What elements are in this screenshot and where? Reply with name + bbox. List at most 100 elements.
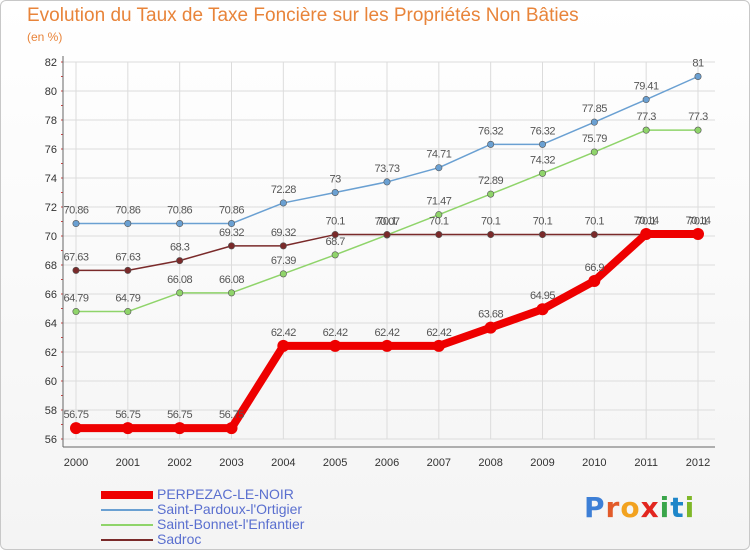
y-tick-label: 64 bbox=[45, 318, 57, 330]
y-minor-tick bbox=[61, 337, 63, 338]
data-label: 69.32 bbox=[271, 227, 296, 239]
legend-item: PERPEZAC-LE-NOIR bbox=[101, 487, 304, 502]
data-label: 66.08 bbox=[219, 274, 244, 286]
y-minor-tick bbox=[61, 264, 63, 266]
data-label: 66.9 bbox=[585, 262, 605, 274]
data-label: 70.1 bbox=[481, 216, 501, 228]
legend-label: Saint-Pardoux-l'Ortigier bbox=[157, 501, 303, 517]
legend-item: Saint-Bonnet-l'Enfantier bbox=[101, 517, 304, 532]
x-tick-label: 2000 bbox=[64, 457, 88, 469]
legend-swatch bbox=[101, 538, 153, 541]
data-label: 70.1 bbox=[325, 216, 345, 228]
data-label: 70.14 bbox=[634, 215, 659, 227]
data-point bbox=[279, 270, 287, 278]
y-minor-tick bbox=[61, 438, 63, 440]
logo-letter: o bbox=[620, 491, 641, 524]
x-tick-label: 2001 bbox=[116, 457, 140, 469]
data-point bbox=[588, 274, 601, 287]
data-label: 56.75 bbox=[63, 409, 88, 421]
y-minor-tick bbox=[61, 105, 63, 106]
data-label: 70.86 bbox=[167, 205, 192, 217]
legend-label: Saint-Bonnet-l'Enfantier bbox=[157, 516, 305, 532]
x-tick-label: 2006 bbox=[375, 457, 399, 469]
data-label: 64.79 bbox=[115, 293, 140, 305]
data-point bbox=[536, 303, 549, 316]
data-label: 75.79 bbox=[582, 133, 607, 145]
legend-swatch bbox=[101, 490, 153, 499]
data-point bbox=[487, 140, 495, 148]
y-minor-tick bbox=[61, 380, 63, 382]
data-label: 70.86 bbox=[63, 205, 88, 217]
legend-label: Sadroc bbox=[157, 531, 202, 547]
data-point bbox=[435, 164, 443, 172]
proxiti-logo: Proxiti bbox=[584, 491, 695, 524]
data-point bbox=[176, 289, 184, 297]
data-point bbox=[331, 251, 339, 259]
data-point bbox=[121, 422, 134, 435]
data-point bbox=[72, 308, 80, 316]
data-point bbox=[383, 231, 391, 239]
data-point bbox=[228, 242, 236, 250]
x-tick-label: 2003 bbox=[219, 457, 243, 469]
y-minor-tick bbox=[61, 148, 63, 150]
data-point bbox=[642, 96, 650, 104]
data-point bbox=[432, 339, 445, 352]
y-tick-label: 80 bbox=[45, 86, 57, 98]
y-minor-tick bbox=[61, 163, 63, 164]
data-point bbox=[694, 126, 702, 134]
data-label: 68.7 bbox=[325, 236, 345, 248]
data-label: 70.1 bbox=[636, 216, 656, 228]
data-label: 67.39 bbox=[271, 255, 296, 267]
data-point bbox=[590, 148, 598, 156]
data-point bbox=[277, 339, 290, 352]
data-label: 68.3 bbox=[170, 242, 190, 254]
data-point bbox=[72, 220, 80, 228]
data-label: 62.42 bbox=[374, 327, 399, 339]
data-label: 70.1 bbox=[533, 216, 553, 228]
chart-legend: PERPEZAC-LE-NOIR Saint-Pardoux-l'Ortigier… bbox=[101, 487, 304, 547]
data-point bbox=[70, 422, 82, 435]
data-point bbox=[487, 231, 495, 239]
y-minor-tick bbox=[61, 366, 63, 367]
data-label: 77.85 bbox=[582, 103, 607, 115]
y-minor-tick bbox=[61, 322, 63, 324]
data-label: 70.86 bbox=[219, 205, 244, 217]
y-minor-tick bbox=[61, 192, 63, 193]
y-tick-label: 68 bbox=[45, 260, 57, 272]
y-tick-label: 72 bbox=[45, 202, 57, 214]
data-label: 72.89 bbox=[478, 175, 503, 187]
data-point bbox=[538, 169, 546, 177]
data-label: 72.28 bbox=[271, 184, 296, 196]
data-point bbox=[279, 199, 287, 207]
data-label: 76.32 bbox=[478, 125, 503, 137]
data-label: 70.86 bbox=[115, 205, 140, 217]
data-point bbox=[694, 73, 702, 81]
data-label: 73.73 bbox=[374, 163, 399, 175]
y-minor-tick bbox=[61, 351, 63, 353]
data-point bbox=[124, 308, 132, 316]
y-minor-tick bbox=[61, 250, 63, 251]
x-tick-label: 2010 bbox=[582, 457, 606, 469]
data-label: 77.3 bbox=[636, 111, 656, 123]
legend-item: Saint-Pardoux-l'Ortigier bbox=[101, 502, 304, 517]
y-minor-tick bbox=[61, 279, 63, 280]
data-point bbox=[279, 242, 287, 250]
data-label: 56.75 bbox=[167, 409, 192, 421]
data-point bbox=[72, 266, 80, 274]
data-label: 56.75 bbox=[115, 409, 140, 421]
y-tick-label: 58 bbox=[45, 405, 57, 417]
data-label: 73 bbox=[330, 174, 342, 186]
data-point bbox=[173, 422, 186, 435]
data-point bbox=[228, 289, 236, 297]
data-point bbox=[692, 227, 704, 240]
legend-label: PERPEZAC-LE-NOIR bbox=[157, 486, 294, 502]
x-tick-label: 2007 bbox=[427, 457, 451, 469]
data-label: 64.95 bbox=[530, 290, 555, 302]
x-tick-label: 2009 bbox=[530, 457, 554, 469]
y-tick-label: 76 bbox=[45, 144, 57, 156]
y-tick-label: 70 bbox=[45, 231, 57, 243]
data-point bbox=[381, 339, 393, 352]
y-minor-tick bbox=[61, 409, 63, 411]
y-tick-label: 78 bbox=[45, 115, 57, 127]
